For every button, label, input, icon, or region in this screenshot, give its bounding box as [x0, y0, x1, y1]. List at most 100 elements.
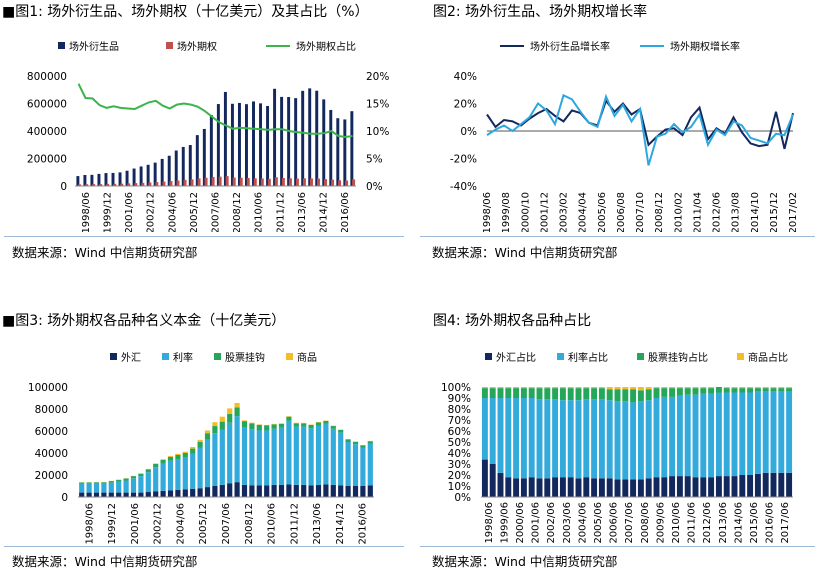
chart-2-x-tick-label: 2010/02 — [673, 192, 684, 232]
chart-4-x-tick-label: 1998/06 — [484, 502, 495, 544]
chart-3-bar-rates — [153, 467, 159, 492]
chart-4-x-tick-label: 2000/06 — [515, 502, 526, 544]
chart-4-bar-commodity-share — [770, 387, 777, 389]
chart-1-x-tick-label: 2004/06 — [167, 192, 178, 232]
chart-1-bar-otc-derivatives — [336, 118, 340, 186]
chart-4-bar-equity-share — [715, 387, 722, 393]
chart-2-y-tick-label: 0% — [460, 126, 477, 138]
chart-4-bar-fx-share — [669, 476, 676, 497]
legend-label-3: 场外期权占比 — [296, 40, 356, 53]
chart-3-bar-fx — [271, 484, 277, 497]
chart-4-bar-rates-share — [528, 398, 535, 478]
chart-3-bar-fx — [352, 486, 359, 497]
chart-3-bar-commodity — [234, 402, 240, 408]
chart-3-bar-commodity — [241, 420, 248, 422]
chart-3-bar-rates — [286, 420, 292, 485]
chart-3-bar-commodity — [167, 455, 174, 457]
chart-3-x-tick-label: 2014/12 — [335, 503, 346, 545]
legend-swatch-2 — [166, 42, 173, 49]
chart-3-bar-commodity — [249, 422, 255, 424]
chart-4-bar-fx-share — [536, 478, 543, 497]
chart-4-bar-fx-share — [497, 472, 504, 497]
chart-3-bar-fx — [338, 485, 344, 497]
chart-4-bar-rates-share — [684, 394, 691, 477]
chart-2-x-tick-label: 2015/12 — [769, 192, 780, 232]
chart-4-bar-equity-share — [739, 388, 746, 393]
chart-3-bar-rates — [293, 426, 299, 485]
chart-4-bar-commodity-share — [606, 387, 613, 390]
chart-4-bar-rates-share — [630, 402, 637, 480]
chart-1-x-tick-label: 2010/06 — [254, 192, 265, 232]
chart-3-bar-rates — [190, 453, 196, 489]
chart-3-bar-commodity — [182, 451, 188, 453]
chart-2-x-tick-label: 2013/08 — [731, 192, 742, 232]
chart-4-bar-rates-share — [739, 392, 746, 475]
chart-3-bar-rates — [234, 416, 240, 483]
chart-3-bar-rates — [101, 483, 107, 493]
chart-3-bar-rates — [330, 428, 336, 485]
legend-swatch-3 — [214, 353, 221, 360]
chart-3-bar-equity — [86, 482, 92, 484]
chart-3-bar-equity — [116, 479, 122, 482]
chart-4-bar-commodity-share — [622, 387, 629, 390]
chart-1-x-tick-label: 2008/12 — [232, 192, 243, 232]
chart-4-x-tick-label: 2013/06 — [718, 502, 729, 544]
chart-4-bar-equity-share — [583, 388, 590, 400]
chart-3-bar-fx — [108, 492, 114, 497]
chart-4-bar-commodity-share — [481, 387, 488, 389]
chart-3-bar-rates — [219, 429, 225, 485]
chart-3-bar-equity — [345, 439, 351, 442]
chart-4-bar-fx-share — [684, 476, 691, 497]
chart-3-bar-rates — [182, 457, 188, 490]
chart-4-bar-fx-share — [786, 472, 793, 497]
chart-4-bar-rates-share — [481, 398, 488, 460]
chart-4-bar-rates-share — [754, 391, 761, 474]
chart-4-bar-commodity-share — [700, 387, 707, 389]
chart-4-bar-commodity-share — [645, 387, 652, 390]
chart-3-bar-fx — [175, 489, 181, 497]
chart-1-bar-otc-derivatives — [259, 103, 263, 186]
chart-1-bar-otc-derivatives — [111, 172, 115, 186]
chart-3-bar-commodity — [293, 422, 299, 424]
chart-1-bar-otc-derivatives — [245, 104, 248, 186]
chart-3-bar-equity — [271, 424, 277, 429]
legend-label-2: 利率占比 — [568, 351, 608, 364]
chart-3-bar-rates — [108, 482, 114, 493]
chart-4-bar-commodity-share — [692, 387, 699, 389]
chart-4-bar-equity-share — [497, 388, 504, 398]
chart-4-bar-commodity-share — [591, 387, 598, 389]
chart-3-bar-fx — [93, 492, 100, 497]
chart-4-x-tick-label: 2005/06 — [593, 502, 604, 544]
chart-3-bar-rates — [323, 423, 329, 485]
chart-1-bar-otc-derivatives — [329, 109, 333, 186]
chart-1-bar-otc-options — [176, 180, 180, 186]
chart-2-x-tick-label: 2004/04 — [578, 192, 589, 232]
chart-4-bar-equity-share — [520, 388, 527, 398]
chart-4-bar-equity-share — [528, 388, 535, 398]
chart-4-bar-rates-share — [520, 398, 527, 479]
chart-1-bar-otc-options — [106, 183, 110, 186]
chart-1-y-left-tick-label: 0 — [60, 181, 67, 193]
chart-1-bar-otc-derivatives — [104, 173, 108, 186]
chart-3-bar-equity — [256, 424, 262, 431]
chart-3-bar-commodity — [271, 423, 277, 425]
chart-4-bar-fx-share — [778, 472, 785, 497]
chart-1-bar-otc-options — [331, 179, 335, 186]
chart-3-bar-equity — [227, 413, 233, 423]
chart-1-bar-otc-derivatives — [90, 174, 94, 186]
chart-1-bar-otc-options — [218, 176, 222, 186]
chart-1-bar-otc-derivatives — [181, 146, 185, 186]
chart-2-x-tick-label: 2017/02 — [788, 192, 799, 232]
chart-1-bar-otc-options — [204, 177, 208, 186]
chart-4-bar-fx-share — [731, 476, 738, 497]
chart-4-bar-rates-share — [653, 398, 660, 478]
chart-1-bar-otc-options — [309, 178, 313, 186]
chart-4-bar-commodity-share — [754, 387, 761, 389]
chart-1-x-tick-label: 2013/06 — [297, 192, 308, 232]
chart-4-bar-equity-share — [591, 388, 598, 400]
chart-1-bar-otc-options — [239, 177, 243, 186]
chart-1-title: 图1: 场外衍生品、场外期权（十亿美元）及其占比（%） — [15, 4, 369, 20]
chart-2-svg: 场外衍生品增长率 场外期权增长率 -40% -20% 0% 20% 40% 1998/06 19… — [450, 40, 799, 232]
chart-4-bar-commodity-share — [505, 387, 512, 389]
chart-3-bar-commodity — [227, 408, 233, 414]
